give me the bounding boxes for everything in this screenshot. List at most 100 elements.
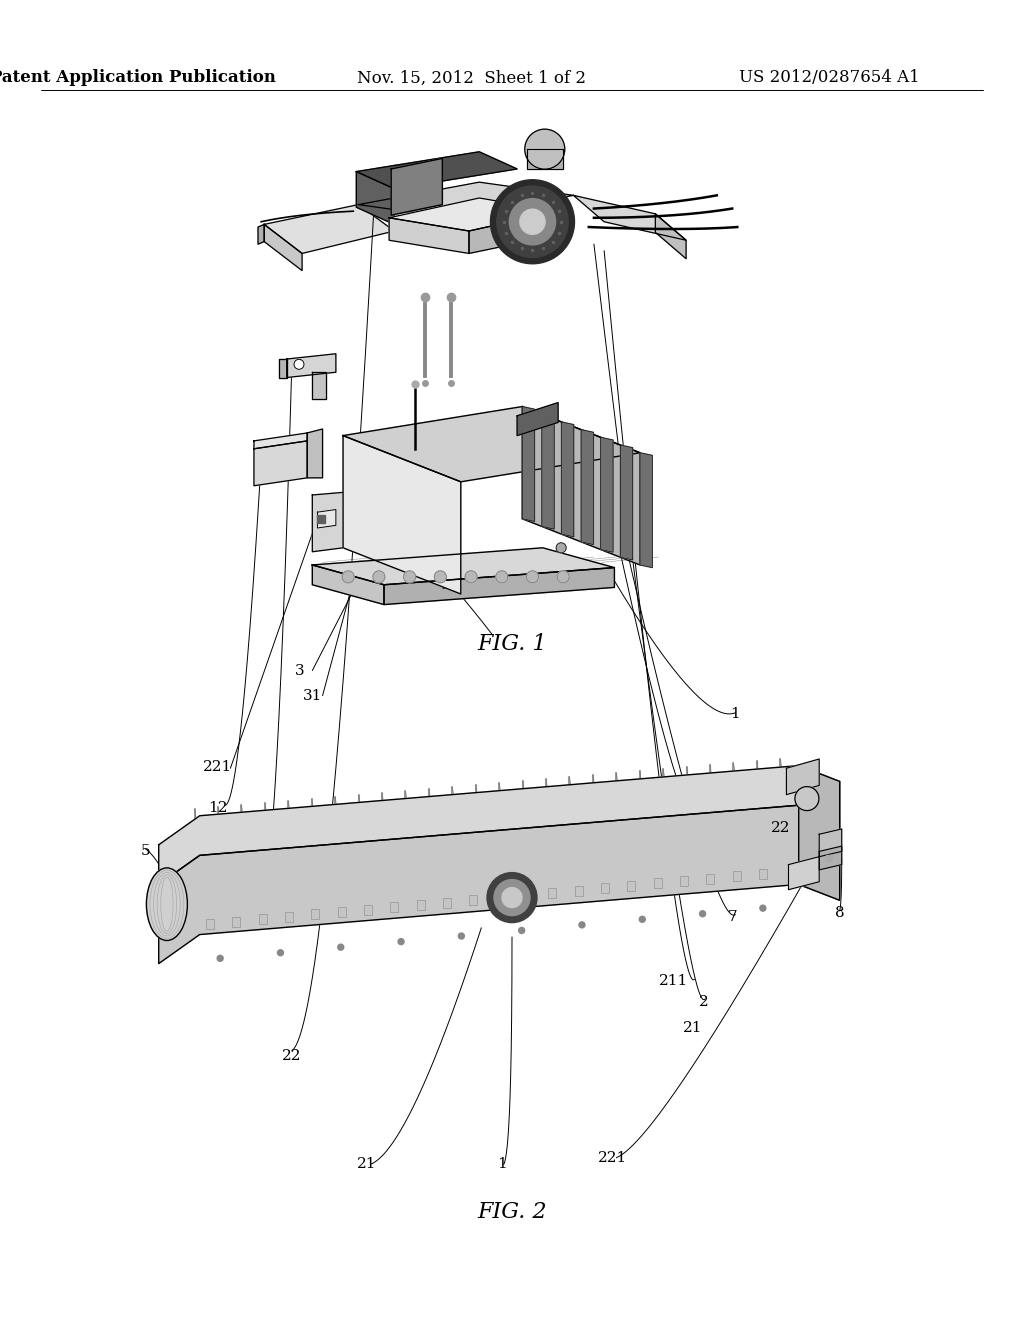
Polygon shape <box>312 372 326 399</box>
Polygon shape <box>287 354 336 378</box>
Polygon shape <box>258 224 264 244</box>
Text: 22: 22 <box>770 821 791 834</box>
Bar <box>601 883 609 894</box>
Circle shape <box>579 921 585 928</box>
Polygon shape <box>601 437 613 552</box>
Polygon shape <box>254 433 307 449</box>
Text: 8: 8 <box>253 892 263 906</box>
Text: US 2012/0287654 A1: US 2012/0287654 A1 <box>739 70 920 86</box>
Polygon shape <box>819 829 842 857</box>
Polygon shape <box>389 218 469 253</box>
Circle shape <box>217 956 223 961</box>
Text: 4: 4 <box>438 578 449 591</box>
Polygon shape <box>469 211 558 253</box>
Circle shape <box>520 209 545 235</box>
Text: 8: 8 <box>835 907 845 920</box>
Circle shape <box>490 180 574 264</box>
Polygon shape <box>264 224 302 271</box>
Bar <box>680 876 688 886</box>
Circle shape <box>526 570 539 583</box>
Circle shape <box>294 359 304 370</box>
Polygon shape <box>159 805 840 964</box>
Bar <box>496 892 504 903</box>
Bar <box>206 919 214 929</box>
Polygon shape <box>582 430 594 544</box>
Text: 3: 3 <box>295 664 305 677</box>
Polygon shape <box>317 510 336 528</box>
Polygon shape <box>312 548 614 585</box>
Text: 1: 1 <box>730 708 740 721</box>
Ellipse shape <box>146 869 187 940</box>
Circle shape <box>519 928 524 933</box>
Bar <box>311 909 319 920</box>
Polygon shape <box>312 565 384 605</box>
Bar <box>759 869 767 879</box>
Polygon shape <box>391 158 442 215</box>
Polygon shape <box>358 182 573 218</box>
Circle shape <box>459 933 464 939</box>
Circle shape <box>639 916 645 923</box>
Circle shape <box>699 911 706 916</box>
Text: 7: 7 <box>727 911 737 924</box>
Circle shape <box>497 186 568 257</box>
Circle shape <box>524 129 565 169</box>
Bar <box>469 895 477 906</box>
Circle shape <box>494 879 530 916</box>
Text: 1: 1 <box>497 1158 507 1171</box>
Text: 5: 5 <box>140 845 151 858</box>
Text: 11: 11 <box>688 818 709 832</box>
Text: 221: 221 <box>598 1151 627 1164</box>
Polygon shape <box>786 759 819 795</box>
Polygon shape <box>312 492 343 552</box>
Circle shape <box>556 543 566 553</box>
Circle shape <box>509 199 556 244</box>
Polygon shape <box>621 445 633 560</box>
Polygon shape <box>819 846 842 870</box>
Polygon shape <box>254 441 307 486</box>
Bar <box>364 904 372 915</box>
Polygon shape <box>517 403 558 436</box>
Bar <box>522 890 529 900</box>
Circle shape <box>434 570 446 583</box>
Bar <box>548 888 556 898</box>
Circle shape <box>496 570 508 583</box>
Text: 12: 12 <box>208 801 228 814</box>
Text: 22: 22 <box>282 1049 302 1063</box>
Text: 211: 211 <box>659 974 688 987</box>
Polygon shape <box>384 568 614 605</box>
Polygon shape <box>527 149 563 169</box>
Polygon shape <box>159 766 840 884</box>
Circle shape <box>338 944 344 950</box>
Bar <box>574 886 583 895</box>
Polygon shape <box>264 205 394 253</box>
Polygon shape <box>799 766 840 900</box>
Bar <box>232 916 241 927</box>
Polygon shape <box>389 198 558 231</box>
Circle shape <box>760 906 766 911</box>
Circle shape <box>502 887 522 908</box>
Circle shape <box>398 939 404 945</box>
Circle shape <box>487 873 537 923</box>
Polygon shape <box>356 172 394 224</box>
Bar <box>417 900 425 909</box>
Text: 21: 21 <box>682 1022 702 1035</box>
Circle shape <box>342 570 354 583</box>
Text: 31: 31 <box>303 689 322 702</box>
Polygon shape <box>561 422 573 537</box>
Circle shape <box>373 570 385 583</box>
Text: Patent Application Publication: Patent Application Publication <box>0 70 276 86</box>
Polygon shape <box>542 414 554 529</box>
Text: 2: 2 <box>698 995 709 1008</box>
Polygon shape <box>522 407 640 565</box>
Circle shape <box>795 787 819 810</box>
Bar <box>338 907 345 917</box>
Text: 21: 21 <box>356 1158 377 1171</box>
Bar <box>443 898 451 908</box>
Circle shape <box>557 570 569 583</box>
Circle shape <box>403 570 416 583</box>
Text: Nov. 15, 2012  Sheet 1 of 2: Nov. 15, 2012 Sheet 1 of 2 <box>356 70 586 86</box>
Polygon shape <box>343 407 640 482</box>
Polygon shape <box>522 407 535 521</box>
Bar <box>707 874 714 883</box>
Polygon shape <box>279 359 287 378</box>
